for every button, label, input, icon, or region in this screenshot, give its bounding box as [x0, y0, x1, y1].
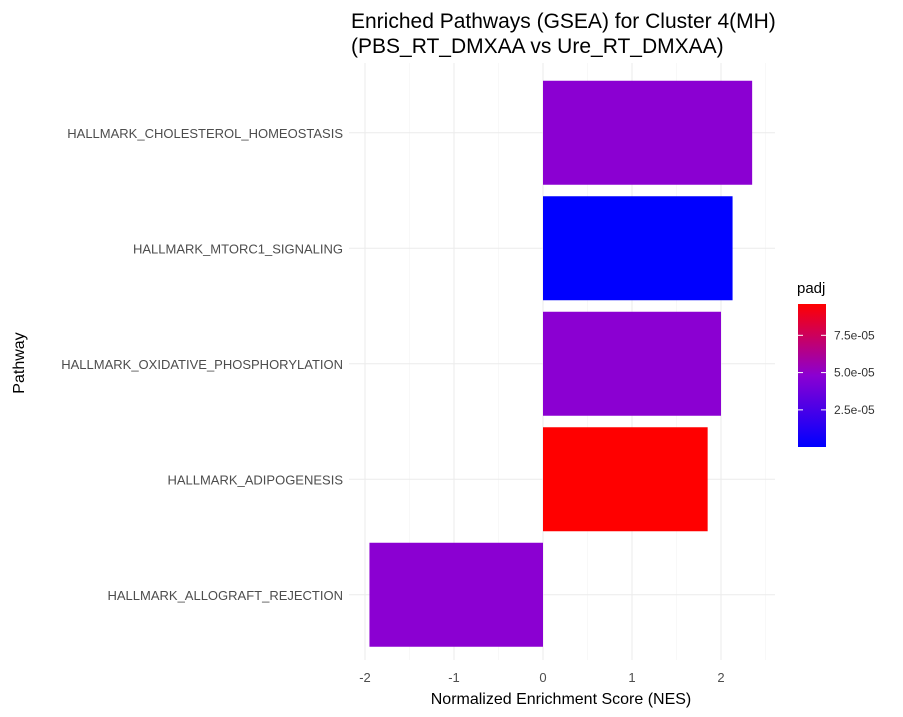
- bars: [369, 80, 753, 647]
- bar: [543, 311, 721, 416]
- y-tick-label: HALLMARK_CHOLESTEROL_HOMEOSTASIS: [67, 126, 343, 141]
- bar: [369, 542, 543, 647]
- y-axis-title: Pathway: [11, 332, 28, 393]
- x-tick-label: 2: [717, 670, 724, 685]
- legend-colorbar: [798, 304, 826, 447]
- y-tick-label: HALLMARK_MTORC1_SIGNALING: [133, 241, 343, 256]
- legend-ticks: 2.5e-05 5.0e-05 7.5e-05: [798, 328, 875, 417]
- chart-title-line-1: Enriched Pathways (GSEA) for Cluster 4(M…: [351, 10, 776, 33]
- y-tick-label: HALLMARK_ALLOGRAFT_REJECTION: [107, 588, 343, 603]
- x-tick-label: -1: [448, 670, 460, 685]
- bar: [543, 80, 753, 185]
- legend-tick-label: 5.0e-05: [834, 366, 875, 380]
- chart-title-line-2: (PBS_RT_DMXAA vs Ure_RT_DMXAA): [351, 35, 724, 58]
- legend-tick-label: 7.5e-05: [834, 328, 875, 342]
- x-tick-label: 0: [539, 670, 546, 685]
- x-tick-labels: -2 -1 0 1 2: [359, 670, 724, 685]
- y-tick-label: HALLMARK_OXIDATIVE_PHOSPHORYLATION: [61, 357, 343, 372]
- legend-title: padj: [797, 280, 825, 297]
- x-axis-title: Normalized Enrichment Score (NES): [431, 691, 692, 708]
- bar: [543, 427, 708, 532]
- legend: padj 2.5e-05 5.0e-05 7.5e-05: [797, 280, 875, 447]
- y-tick-labels: HALLMARK_CHOLESTEROL_HOMEOSTASIS HALLMARK…: [61, 126, 343, 603]
- x-tick-label: 1: [628, 670, 635, 685]
- y-tick-label: HALLMARK_ADIPOGENESIS: [167, 472, 343, 487]
- bar: [543, 196, 733, 301]
- legend-tick-label: 2.5e-05: [834, 403, 875, 417]
- x-tick-label: -2: [359, 670, 371, 685]
